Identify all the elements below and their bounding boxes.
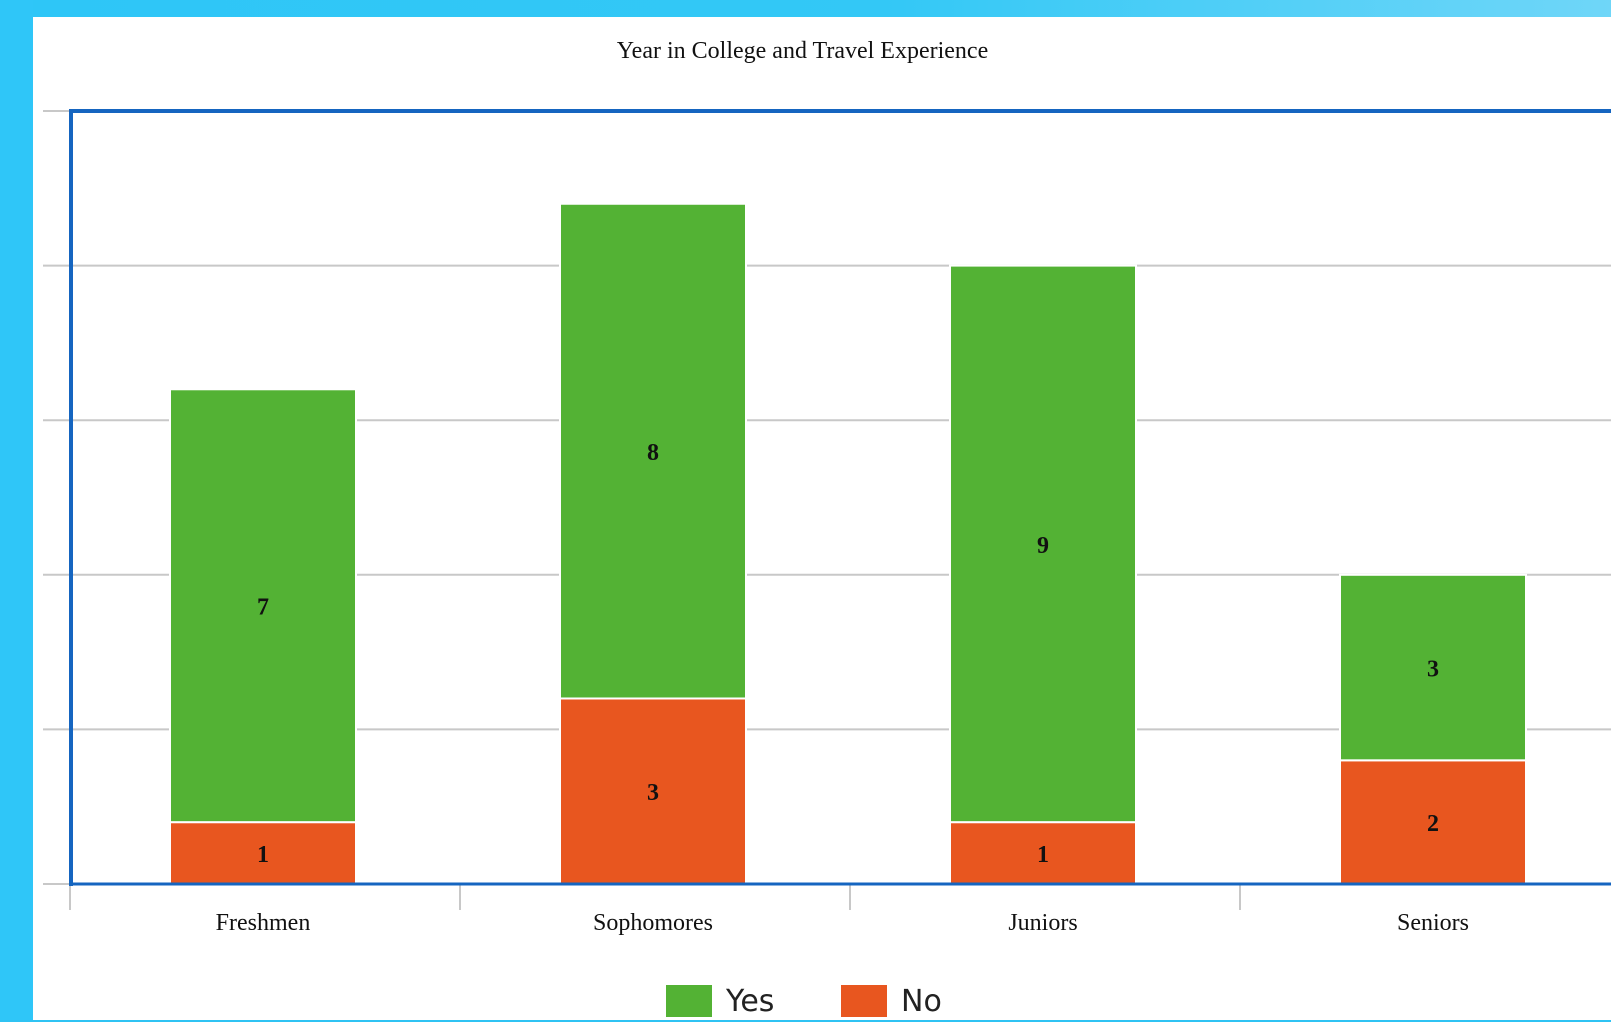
top-frame-strip: [0, 0, 1611, 17]
data-label: 1: [257, 842, 269, 868]
bar-segment-yes: [169, 388, 357, 824]
bar-segment-yes: [949, 264, 1137, 824]
bar-segment-yes: [1339, 573, 1527, 762]
bar-segment-no: [949, 821, 1137, 885]
data-label: 3: [647, 780, 659, 806]
x-tick-label: Seniors: [1397, 910, 1469, 936]
data-label: 2: [1427, 811, 1439, 837]
legend-swatch-yes: [666, 985, 712, 1017]
left-frame-strip: [0, 0, 33, 1020]
data-label: 7: [257, 595, 269, 621]
legend-label-no: No: [901, 983, 942, 1019]
legend-label-yes: Yes: [726, 983, 775, 1019]
chart-legend: Yes No: [0, 982, 1611, 1022]
bar-segment-no: [1339, 759, 1527, 886]
legend-swatch-no: [841, 985, 887, 1017]
data-label: 3: [1427, 657, 1439, 683]
data-label: 9: [1037, 533, 1049, 559]
x-tick-label: Freshmen: [216, 910, 311, 936]
bar-segment-yes: [559, 202, 747, 700]
x-tick-label: Juniors: [1008, 910, 1077, 936]
legend-item-no: No: [841, 982, 942, 1020]
x-tick-label: Sophomores: [593, 910, 713, 936]
data-label: 1: [1037, 842, 1049, 868]
chart-title: Year in College and Travel Experience: [616, 38, 989, 64]
data-label: 8: [647, 440, 659, 466]
legend-item-yes: Yes: [666, 982, 774, 1020]
